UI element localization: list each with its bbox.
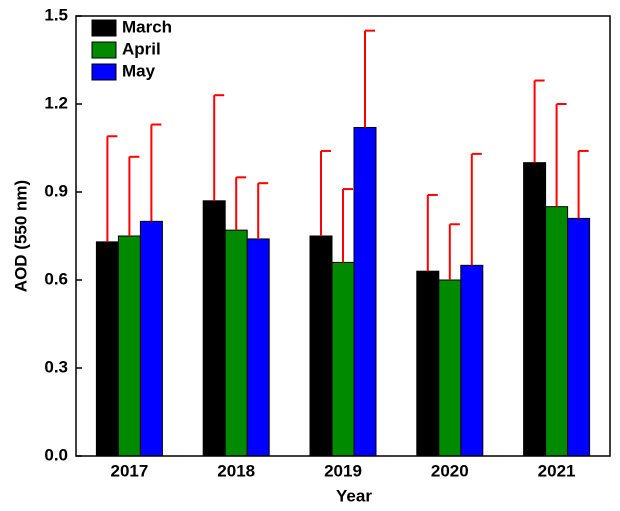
bar	[567, 217, 591, 457]
legend-label: May	[122, 61, 156, 80]
bar	[545, 206, 569, 457]
y-tick-label: 0.3	[44, 357, 68, 376]
bar	[331, 261, 355, 457]
x-tick-label: 2017	[110, 461, 148, 480]
legend-swatch	[91, 63, 117, 81]
bar	[95, 241, 119, 457]
y-tick-label: 0.6	[44, 269, 68, 288]
y-tick-label: 0.9	[44, 181, 68, 200]
bar	[139, 220, 163, 457]
y-tick-label: 1.2	[44, 93, 68, 112]
bar	[309, 235, 333, 457]
bar	[438, 279, 462, 457]
bar	[202, 200, 226, 457]
bar	[246, 238, 270, 457]
y-tick-label: 0.0	[44, 445, 68, 464]
plot-frame	[75, 15, 611, 457]
bar	[224, 229, 248, 457]
x-tick-label: 2021	[538, 461, 576, 480]
legend-swatch	[91, 41, 117, 59]
legend-swatch	[91, 19, 117, 37]
y-tick-label: 1.5	[44, 5, 68, 24]
legend-label: March	[122, 17, 172, 36]
bar	[460, 264, 484, 457]
bar	[523, 162, 547, 457]
x-tick-label: 2019	[324, 461, 362, 480]
bar	[416, 270, 440, 457]
legend-label: April	[122, 39, 161, 58]
x-tick-label: 2018	[217, 461, 255, 480]
x-tick-label: 2020	[431, 461, 469, 480]
bar	[353, 126, 377, 457]
x-axis-label: Year	[336, 486, 372, 505]
bar	[117, 235, 141, 457]
y-axis-label: AOD (550 nm)	[11, 180, 30, 292]
